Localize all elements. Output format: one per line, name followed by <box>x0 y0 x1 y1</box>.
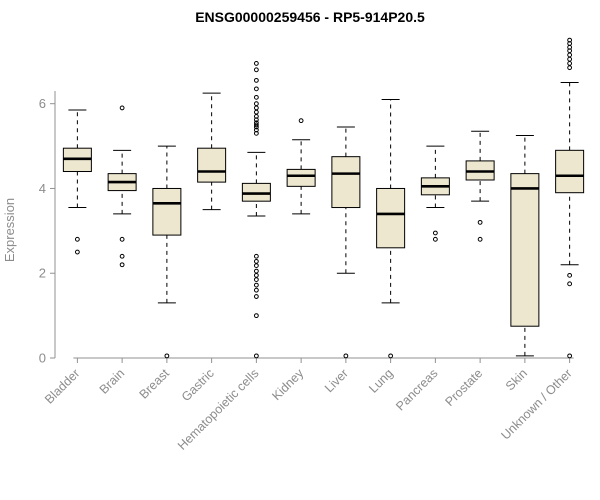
outlier-point <box>298 118 304 124</box>
x-tick-label: Hematopoietic cells <box>175 366 262 453</box>
y-tick-label: 4 <box>39 181 46 196</box>
outlier-point <box>253 287 259 293</box>
outlier-point <box>253 122 259 128</box>
outlier-point <box>253 105 259 111</box>
iqr-box <box>510 173 540 327</box>
outlier-point <box>253 86 259 92</box>
box-group <box>555 37 585 359</box>
outlier-point <box>567 52 573 58</box>
outlier-point <box>477 236 483 242</box>
outlier-point <box>74 236 80 242</box>
box-group <box>376 98 406 359</box>
box-group <box>510 134 540 357</box>
box-group <box>465 130 495 242</box>
outlier-point <box>253 272 259 278</box>
y-tick-label: 6 <box>39 96 46 111</box>
iqr-box <box>286 168 316 187</box>
outlier-point <box>567 281 573 287</box>
x-tick-label: Pancreas <box>393 366 440 413</box>
outlier-point <box>119 262 125 268</box>
outlier-point <box>119 236 125 242</box>
outlier-point <box>253 124 259 130</box>
iqr-box <box>152 187 182 236</box>
outlier-point <box>432 230 438 236</box>
x-tick-label: Skin <box>503 366 530 393</box>
box-group <box>286 118 316 215</box>
chart-title: ENSG00000259456 - RP5-914P20.5 <box>195 9 425 25</box>
x-tick-label: Brain <box>97 366 128 397</box>
outlier-point <box>567 272 573 278</box>
x-tick-label: Breast <box>137 366 173 402</box>
outlier-point <box>253 282 259 288</box>
outlier-point <box>253 277 259 282</box>
box-group <box>420 145 450 242</box>
outlier-point <box>253 77 259 83</box>
outlier-point <box>253 258 259 264</box>
outlier-point <box>253 117 259 123</box>
outlier-point <box>388 353 394 359</box>
outlier-point <box>253 294 259 299</box>
box-group <box>62 109 92 255</box>
outlier-point <box>567 56 573 62</box>
x-tick-label: Lung <box>366 366 396 396</box>
plot-content: 0 2 4 6 Bladder Brain Breast GastricHematopoiet… <box>39 37 585 453</box>
outlier-point <box>253 109 259 115</box>
outlier-point <box>253 61 259 66</box>
outlier-point <box>253 263 259 269</box>
outlier-point <box>343 353 349 359</box>
outlier-point <box>74 249 80 255</box>
outlier-point <box>253 253 259 259</box>
outlier-point <box>164 353 170 359</box>
outlier-point <box>119 253 125 259</box>
outlier-point <box>253 313 259 319</box>
outlier-point <box>253 353 259 359</box>
y-tick-label: 0 <box>39 351 46 366</box>
outlier-point <box>253 67 259 73</box>
x-tick-label: Prostate <box>442 366 485 409</box>
outlier-point <box>432 236 438 242</box>
outlier-point <box>119 105 125 111</box>
outlier-point <box>567 61 573 66</box>
x-tick-label: Kidney <box>269 366 306 403</box>
box-group <box>331 126 361 359</box>
outlier-point <box>477 219 483 225</box>
x-tick-label: Bladder <box>42 366 82 406</box>
iqr-box <box>197 147 227 183</box>
y-axis-label: Expression <box>2 198 17 262</box>
box-group <box>241 61 271 359</box>
y-tick-label: 2 <box>39 266 46 281</box>
box-group <box>107 105 137 268</box>
iqr-box <box>555 149 585 194</box>
box-group <box>152 145 182 359</box>
box-group <box>197 92 227 211</box>
x-tick-label: Gastric <box>179 366 217 404</box>
outlier-point <box>253 101 259 107</box>
outlier-point <box>253 94 259 100</box>
outlier-point <box>253 130 259 136</box>
outlier-point <box>567 353 573 359</box>
outlier-point <box>567 65 573 71</box>
x-tick-label: Liver <box>322 366 351 395</box>
iqr-box <box>331 156 361 209</box>
outlier-point <box>253 268 259 274</box>
iqr-box <box>376 187 406 249</box>
